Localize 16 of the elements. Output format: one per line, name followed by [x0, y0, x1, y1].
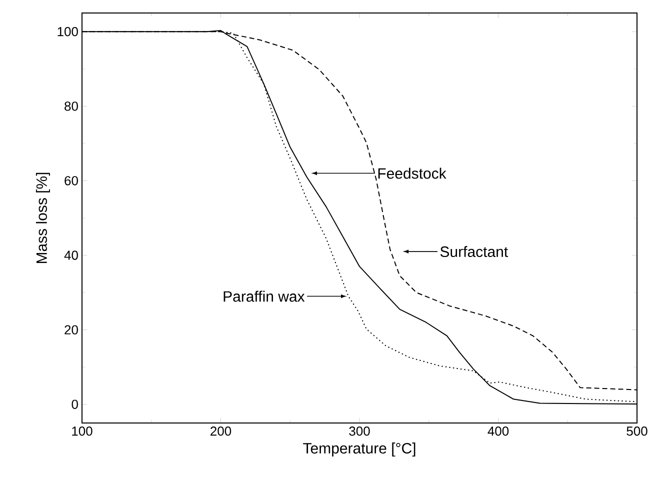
y-tick-label: 100 [58, 27, 78, 36]
y-tick-label: 40 [64, 250, 78, 260]
x-tick-label: 300 [349, 426, 370, 436]
x-tick-label: 200 [210, 426, 232, 436]
annotation: Surfactant [440, 246, 508, 258]
y-axis-title: Mass loss [%] [36, 172, 50, 264]
y-tick-label: 60 [64, 176, 78, 186]
x-tick-label: 500 [626, 426, 648, 436]
x-axis-title: Temperature [°C] [303, 442, 416, 457]
y-tick-label: 0 [72, 400, 78, 409]
y-tick-label: 20 [64, 325, 78, 334]
x-tick-label: 400 [488, 426, 509, 436]
y-tick-label: 80 [64, 102, 78, 111]
annotation: Feedstock [378, 168, 446, 179]
annotation: Paraffin wax [224, 290, 305, 302]
x-tick-label: 100 [72, 426, 92, 436]
